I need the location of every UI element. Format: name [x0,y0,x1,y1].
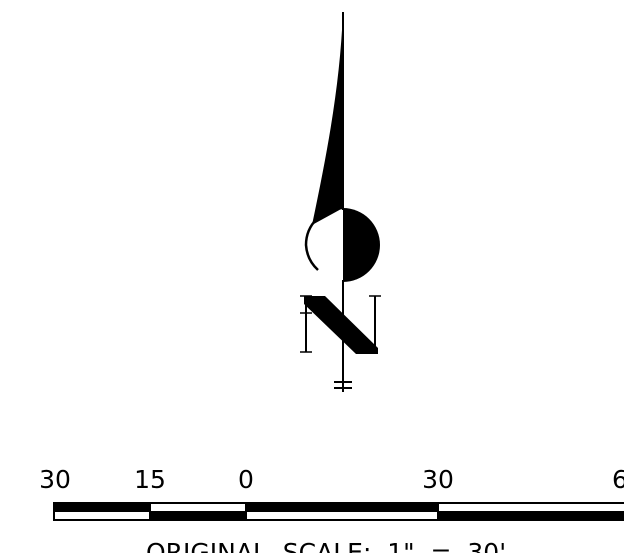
north-arrow [300,12,381,392]
north-letter-n [300,295,381,354]
scale-seg-bottom-2 [150,512,246,520]
scale-tick-label-0: 0 [238,465,254,494]
scale-seg-top-1 [54,503,150,511]
north-arrow-open-arc [304,206,344,271]
scale-tick-label-30-right: 30 [422,465,454,494]
scale-tick-label-15: 15 [134,465,166,494]
scale-tick-label-60-clipped: 6 [612,465,624,494]
north-arrow-half-disc [343,208,380,282]
scale-bar: 30 15 0 30 6 ORIGINAL SCALE: 1" = 30' [39,465,624,553]
north-arrow-sail [312,12,343,225]
scale-seg-top-3 [246,503,438,511]
scale-seg-bottom-4 [438,512,624,520]
scale-caption: ORIGINAL SCALE: 1" = 30' [146,538,506,553]
scale-tick-label-30-left: 30 [39,465,71,494]
